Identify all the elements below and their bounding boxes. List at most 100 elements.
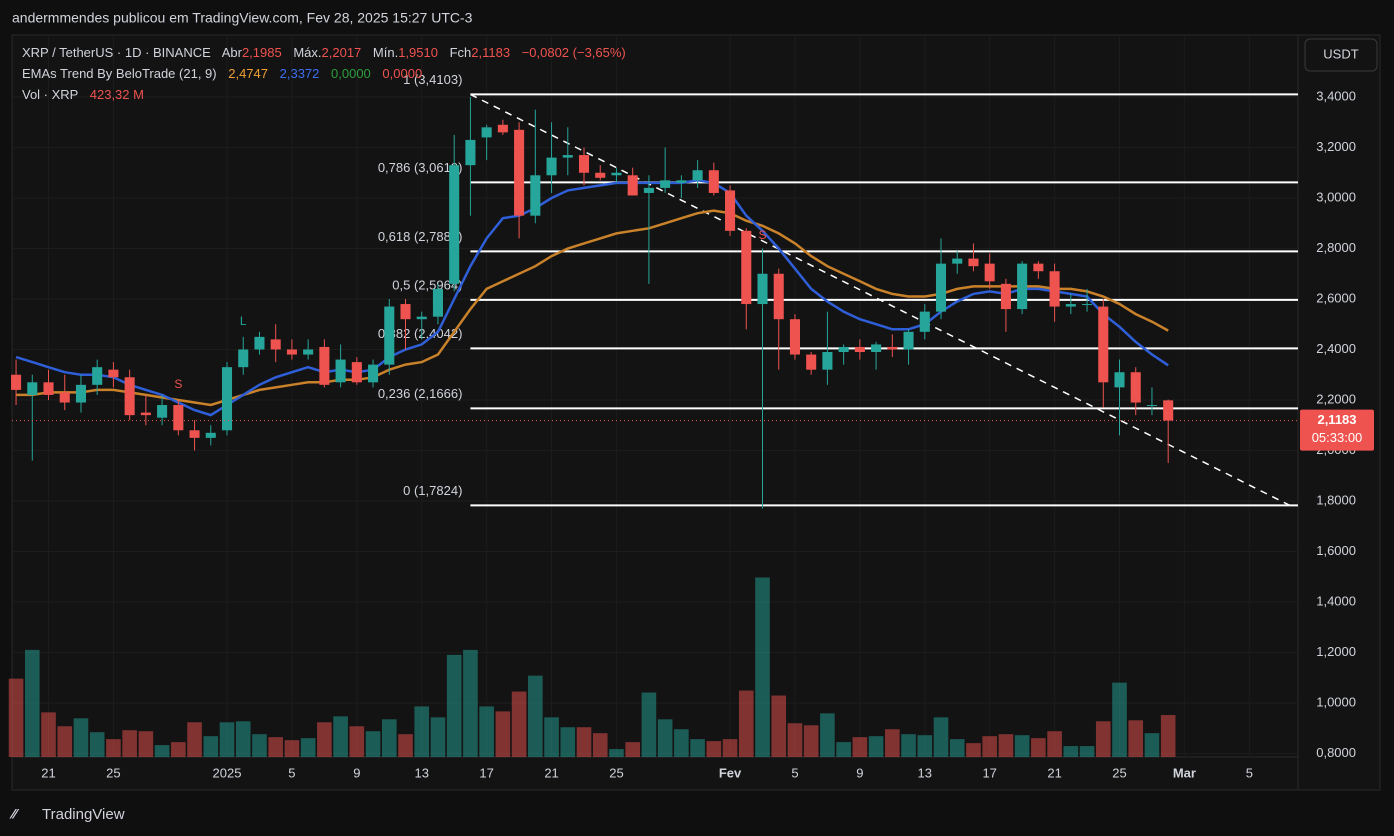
volume-bar [511,691,527,757]
candle-body [643,187,654,193]
legend-symbol: XRP / TetherUS · 1D · BINANCE [22,45,211,60]
x-tick-label: 21 [41,765,55,780]
candle-body [514,129,525,216]
volume-bar [73,718,89,757]
fib-level-label: 0,786 (3,0619) [378,160,463,175]
candle-body [108,369,119,378]
volume-bar [381,719,397,757]
x-tick-label: 17 [479,765,493,780]
candle-body [660,180,671,188]
candle-body [919,311,930,332]
candle-body [903,331,914,350]
volume-bar [154,745,170,757]
candle-body [221,367,233,431]
candle-body [59,392,70,403]
volume-bar [479,706,494,757]
x-tick-label: 21 [1047,765,1061,780]
volume-bar [868,736,884,757]
volume-bar [495,711,511,757]
candle-body [1163,400,1174,421]
volume-bar [755,577,770,757]
candle-body [43,382,54,395]
candle-body [741,230,752,305]
volume-bar [122,730,137,757]
volume-bar [268,737,283,757]
countdown-label: 05:33:00 [1312,430,1363,445]
logo-text: TradingView [42,806,125,823]
fib-level-label: 0,5 (2,5964) [392,277,462,292]
candle-body [1000,283,1011,310]
volume-bar [24,649,40,757]
candle-body [449,165,460,284]
x-tick-label: 2025 [213,765,242,780]
legend-change: −0,0802 (−3,65%) [522,45,626,60]
volume-bar [284,740,300,757]
y-tick-label: 3,4000 [1316,88,1356,103]
volume-bar [171,742,186,757]
candle-body [1065,304,1076,307]
candle-body [1098,306,1109,383]
legend-line-1: XRP / TetherUS · 1D · BINANCE Abr2,1985 … [22,45,626,60]
volume-bar [738,690,754,757]
y-tick-label: 3,0000 [1316,189,1356,204]
byline: andermmendes publicou em TradingView.com… [12,10,473,26]
signal-marker: S [758,228,766,242]
legend-ind3: 0,0000 [331,66,371,81]
candle-body [319,346,330,385]
y-tick-label: 2,4000 [1316,341,1356,356]
volume-bar [576,727,592,757]
candle-body [189,430,200,438]
candle-body [822,352,833,370]
volume-bar [365,731,381,757]
candle-body [92,367,103,385]
legend-ind1: 2,4747 [228,66,268,81]
price-tag [1300,409,1374,451]
volume-bar [560,727,576,757]
fib-level-label: 1 (3,4103) [403,72,462,87]
candle-body [205,432,216,438]
candle-body [1114,372,1125,388]
candle-body [773,273,784,320]
y-tick-label: 1,2000 [1316,644,1356,659]
volume-bar [1095,721,1111,757]
y-tick-label: 1,4000 [1316,593,1356,608]
x-tick-label: 13 [918,765,932,780]
candle-body [789,319,800,355]
candle-body [854,346,865,353]
volume-bar [1160,715,1176,757]
candle-body [368,364,379,383]
volume-bar [300,738,316,757]
volume-bar [966,743,981,757]
candle-body [351,362,362,383]
y-tick-label: 0,8000 [1316,745,1356,760]
ema-line [15,179,1169,417]
fib-level-label: 0 (1,7824) [403,483,462,498]
volume-bar [657,719,673,757]
candle-body [871,344,882,353]
candle-body [1146,405,1157,407]
candle-body [1130,372,1141,403]
candle-body [546,157,557,176]
fib-level-label: 0,382 (2,4042) [378,326,463,341]
currency-button-label[interactable]: USDT [1323,46,1358,61]
candle-body [627,175,638,196]
fib-level-label: 0,618 (2,7884) [378,229,463,244]
volume-bar [609,749,624,757]
candle-body [465,139,476,166]
candle-body [254,336,265,350]
x-tick-label: 9 [353,765,360,780]
legend-ind2: 2,3372 [280,66,320,81]
x-tick-label: 5 [791,765,798,780]
volume-bar [901,734,916,757]
legend-indicator: EMAs Trend By BeloTrade (21, 9) [22,66,217,81]
candle-body [335,359,346,383]
currency-button[interactable] [1304,38,1378,72]
volume-bar [349,726,365,757]
candle-body [984,263,995,282]
candle-body [27,382,38,395]
candle-body [1033,263,1044,272]
candle-body [497,124,508,133]
candle-body [384,306,395,365]
volume-bar [430,717,446,757]
